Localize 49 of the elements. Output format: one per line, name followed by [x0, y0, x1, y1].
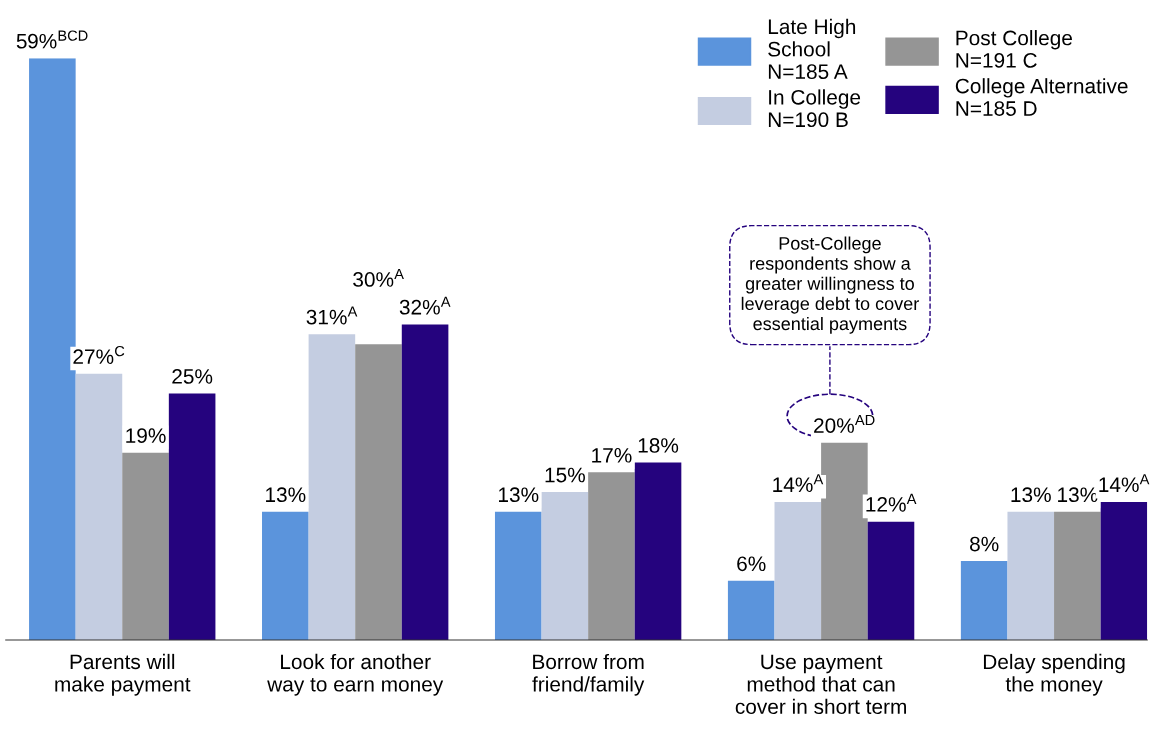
legend-label: Late High School N=185 A	[768, 18, 856, 80]
x-tick-label: Use payment method that can cover in short term	[735, 654, 906, 715]
x-tick-label: Delay spending the money	[983, 653, 1125, 696]
data-label: 12%$^{A}$	[866, 493, 917, 512]
bar	[494, 511, 542, 640]
bar	[1054, 511, 1101, 640]
bar	[541, 492, 589, 640]
bar	[75, 373, 123, 640]
bar	[1007, 511, 1055, 640]
data-label: 6%	[737, 556, 766, 572]
legend-label: College Alternative N=185 D	[955, 78, 1128, 116]
data-label: 13%	[266, 487, 306, 503]
x-tick-label: Look for another way to earn money	[267, 653, 444, 696]
data-label: 31%$^{A}$	[306, 306, 358, 325]
data-label: 13%	[499, 487, 539, 503]
bar	[821, 442, 868, 640]
bar	[355, 344, 402, 640]
data-label: 14%$^{A}$	[1099, 474, 1150, 492]
annotation: Post-College respondents show a greater willingness to leverage debt to cover essential payments	[741, 236, 919, 334]
bar	[122, 452, 169, 640]
bar	[1100, 501, 1148, 640]
data-label: 32%$^{A}$	[399, 296, 451, 315]
bar	[401, 324, 449, 640]
x-tick-label: Borrow from friend/family	[532, 653, 645, 696]
data-label: 19%	[126, 428, 166, 443]
bar	[727, 580, 775, 640]
bar	[774, 501, 822, 640]
data-label: 18%	[638, 438, 679, 453]
data-label: 59%$^{BCD}$	[16, 30, 88, 49]
data-label: 20%$^{AD}$	[814, 414, 875, 433]
data-label: 30%$^{A}$	[353, 268, 404, 287]
bar	[867, 521, 915, 640]
data-label: 17%	[592, 448, 632, 463]
data-label: 25%	[172, 369, 213, 384]
legend-label: Post College N=191 C	[956, 30, 1072, 68]
x-tick-label: Parents will make payment	[55, 653, 191, 696]
bar	[588, 472, 635, 640]
legend-label: In College N=190 B	[768, 89, 861, 128]
bar	[308, 334, 356, 640]
data-label: 15%	[545, 467, 585, 483]
data-label: 14%$^{A}$	[773, 474, 824, 492]
bar	[634, 462, 682, 640]
bar	[262, 511, 309, 640]
data-label: 8%	[970, 536, 999, 552]
bar	[168, 393, 216, 640]
bar	[960, 561, 1008, 640]
data-label: 13%	[1058, 487, 1098, 503]
data-label: 13%	[1011, 487, 1051, 503]
data-label: 27%$^{C}$	[73, 345, 125, 364]
